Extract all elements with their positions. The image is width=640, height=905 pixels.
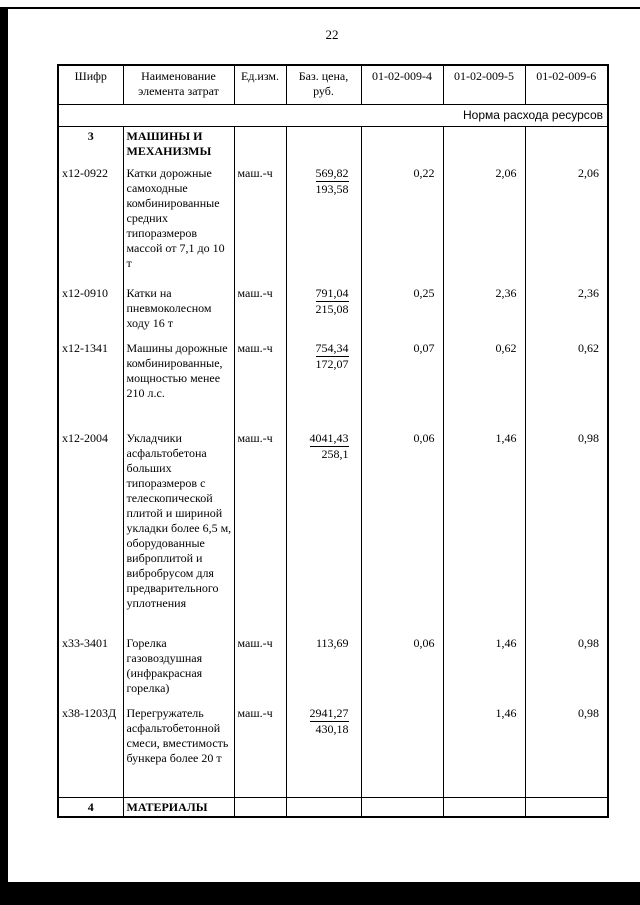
section-code: 3	[57, 126, 124, 164]
row-unit: маш.-ч	[233, 704, 287, 797]
row-price: 754,34 172,07	[285, 339, 362, 429]
row-norm-4: 0,06	[360, 634, 444, 704]
header-cell-price: Баз. цена, руб.	[285, 64, 362, 105]
row-unit: маш.-ч	[233, 284, 287, 339]
row-norm-6: 2,06	[524, 164, 609, 284]
scan-artifact-top	[0, 7, 640, 9]
header-cell-norm-5: 01-02-009-5	[442, 64, 526, 105]
empty-cell	[233, 796, 287, 817]
price-base: 569,82	[315, 166, 349, 182]
row-code: х12-0922	[57, 164, 124, 284]
price-secondary: 258,1	[321, 447, 349, 461]
row-norm-4: 0,06	[360, 429, 444, 634]
row-code: х12-2004	[57, 429, 124, 634]
table-note: Норма расхода ресурсов	[58, 104, 608, 127]
row-name: Горелка газовоздушная (инфракрасная горе…	[122, 634, 235, 704]
section-title: МАТЕРИАЛЫ	[122, 796, 235, 817]
row-code: х38-1203Д	[57, 704, 124, 797]
row-code: х12-1341	[57, 339, 124, 429]
row-price: 569,82 193,58	[285, 164, 362, 284]
price-base: 113,69	[315, 636, 349, 650]
section-row-materials: 4 МАТЕРИАЛЫ	[57, 796, 609, 817]
price-base: 2941,27	[309, 706, 349, 722]
cost-table: Шифр Наименование элемента затрат Ед.изм…	[57, 64, 609, 818]
empty-cell	[285, 126, 362, 164]
row-price: 113,69	[285, 634, 362, 704]
row-norm-4: 0,22	[360, 164, 444, 284]
row-name: Перегружатель асфальтобетонной смеси, вм…	[122, 704, 235, 797]
row-unit: маш.-ч	[233, 339, 287, 429]
empty-cell	[285, 796, 362, 817]
row-price: 791,04 215,08	[285, 284, 362, 339]
row-unit: маш.-ч	[233, 634, 287, 704]
header-cell-name: Наименование элемента затрат	[122, 64, 235, 105]
table-row: х12-0910 Катки на пневмоколесном ходу 16…	[57, 284, 609, 339]
row-norm-5: 1,46	[442, 704, 526, 797]
empty-cell	[524, 796, 609, 817]
header-cell-norm-6: 01-02-009-6	[524, 64, 609, 105]
row-price: 4041,43 258,1	[285, 429, 362, 634]
table-row: х12-1341 Машины дорожные комбинированные…	[57, 339, 609, 429]
price-secondary: 215,08	[315, 302, 349, 316]
row-norm-6: 0,98	[524, 704, 609, 797]
row-norm-4: 0,25	[360, 284, 444, 339]
scan-artifact-left	[0, 7, 8, 905]
row-norm-6: 0,98	[524, 429, 609, 634]
price-base: 4041,43	[309, 431, 349, 447]
row-norm-4: 0,07	[360, 339, 444, 429]
row-norm-5: 2,06	[442, 164, 526, 284]
table-note-row: Норма расхода ресурсов	[58, 104, 608, 127]
row-name: Катки на пневмоколесном ходу 16 т	[122, 284, 235, 339]
header-cell-code: Шифр	[57, 64, 124, 105]
row-norm-6: 0,98	[524, 634, 609, 704]
row-unit: маш.-ч	[233, 164, 287, 284]
row-norm-5: 0,62	[442, 339, 526, 429]
row-norm-5: 2,36	[442, 284, 526, 339]
row-name: Катки дорожные самоходные комбинированны…	[122, 164, 235, 284]
header-cell-norm-4: 01-02-009-4	[360, 64, 444, 105]
empty-cell	[442, 126, 526, 164]
table-row: х33-3401 Горелка газовоздушная (инфракра…	[57, 634, 609, 704]
empty-cell	[360, 796, 444, 817]
table-row: х12-0922 Катки дорожные самоходные комби…	[57, 164, 609, 284]
empty-cell	[233, 126, 287, 164]
price-secondary: 193,58	[315, 182, 349, 196]
row-price: 2941,27 430,18	[285, 704, 362, 797]
section-row-machines: 3 МАШИНЫ И МЕХАНИЗМЫ	[57, 126, 609, 164]
row-code: х33-3401	[57, 634, 124, 704]
price-secondary: 430,18	[315, 722, 349, 736]
table-row: х12-2004 Укладчики асфальтобетона больши…	[57, 429, 609, 634]
row-norm-6: 2,36	[524, 284, 609, 339]
price-base: 791,04	[315, 286, 349, 302]
scan-artifact-bottom	[0, 882, 640, 905]
row-norm-4	[360, 704, 444, 797]
section-title: МАШИНЫ И МЕХАНИЗМЫ	[122, 126, 235, 164]
price-base: 754,34	[315, 341, 349, 357]
row-norm-5: 1,46	[442, 634, 526, 704]
header-cell-unit: Ед.изм.	[233, 64, 287, 105]
table-row: х38-1203Д Перегружатель асфальтобетонной…	[57, 704, 609, 797]
table-header-row: Шифр Наименование элемента затрат Ед.изм…	[57, 64, 609, 105]
row-name: Машины дорожные комбинированные, мощност…	[122, 339, 235, 429]
page-number: 22	[325, 27, 339, 42]
row-code: х12-0910	[57, 284, 124, 339]
price-secondary: 172,07	[315, 357, 349, 371]
row-name: Укладчики асфальтобетона больших типораз…	[122, 429, 235, 634]
empty-cell	[442, 796, 526, 817]
empty-cell	[524, 126, 609, 164]
section-code: 4	[57, 796, 124, 817]
row-norm-5: 1,46	[442, 429, 526, 634]
row-norm-6: 0,62	[524, 339, 609, 429]
empty-cell	[360, 126, 444, 164]
row-unit: маш.-ч	[233, 429, 287, 634]
